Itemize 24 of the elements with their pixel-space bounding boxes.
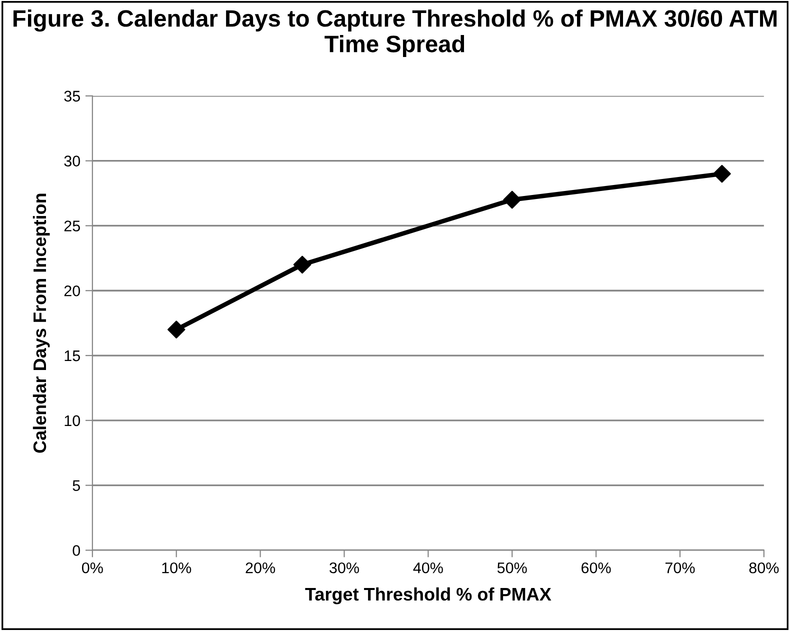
y-tick-label: 10 <box>64 415 80 426</box>
x-tick-label: 50% <box>497 562 527 574</box>
x-tick-label: 60% <box>582 562 611 574</box>
x-tick-label: 70% <box>665 562 695 574</box>
point <box>503 190 522 209</box>
point <box>167 320 186 338</box>
y-tick-label: 0 <box>72 545 80 556</box>
y-tick-label: 35 <box>64 90 80 102</box>
x-tick-label: 80% <box>749 562 779 574</box>
point <box>713 164 731 183</box>
x-tick-label: 20% <box>246 562 276 574</box>
x-tick-label: 0% <box>82 562 103 574</box>
y-axis-title: Calendar Days From Inception <box>32 194 50 453</box>
chart-title: Figure 3. Calendar Days to Capture Threshold % of PMAX 30/60 ATM Time Spread <box>14 9 777 58</box>
y-tick-label: 5 <box>72 480 80 492</box>
y-tick-label: 20 <box>64 285 80 296</box>
x-axis-title: Target Threshold % of PMAX <box>305 587 552 604</box>
y-tick-label: 15 <box>64 350 80 362</box>
y-tick-label: 25 <box>64 220 80 232</box>
x-tick-label: 30% <box>330 562 359 574</box>
point <box>293 256 312 274</box>
y-tick-label: 30 <box>64 156 80 166</box>
x-tick-label: 40% <box>413 562 443 574</box>
x-tick-label: 10% <box>162 562 192 574</box>
